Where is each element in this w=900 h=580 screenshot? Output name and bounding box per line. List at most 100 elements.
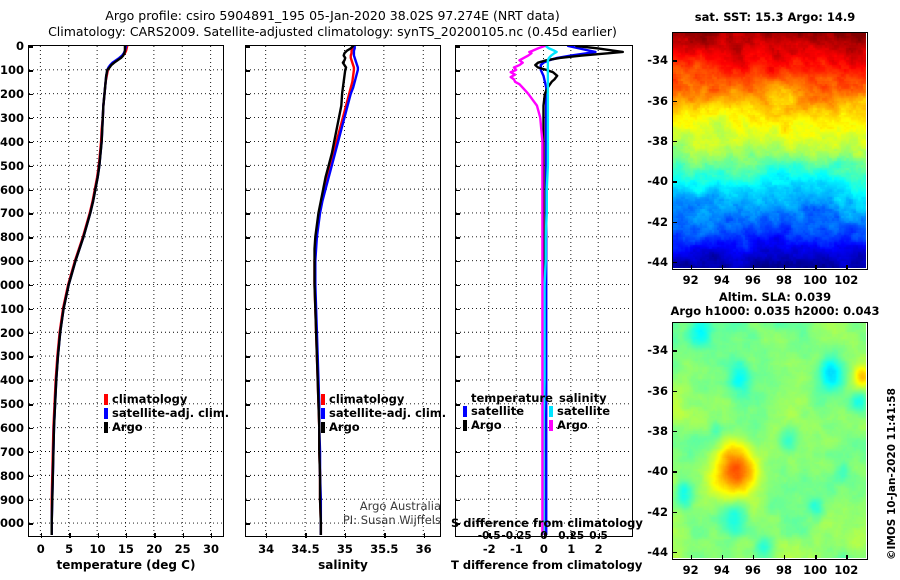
legend-label-climatology-salinity: climatology xyxy=(329,391,405,406)
difference-s-tick-label: 0.25 xyxy=(549,530,593,542)
sst-map-lon-tick-mark xyxy=(690,265,693,270)
salinity-depth-tick-mark xyxy=(245,94,250,96)
depth-tick-mark xyxy=(28,475,33,478)
sst-map xyxy=(672,32,868,270)
depth-tick-mark xyxy=(28,284,33,287)
legend-item-climatology-salinity: climatology xyxy=(321,392,446,406)
difference-depth-tick-mark xyxy=(455,404,460,406)
depth-tick-mark xyxy=(28,165,33,168)
difference-depth-tick-mark xyxy=(455,117,460,120)
difference-depth-tick-mark xyxy=(455,237,460,239)
depth-tick-mark xyxy=(28,380,33,382)
sla-map-lon-tick-mark xyxy=(752,555,755,560)
sst-map-lat-tick-label: -40 xyxy=(647,174,668,189)
legend-label-argo-salinity: Argo xyxy=(329,419,360,434)
figure-title-line2: Climatology: CARS2009. Satellite-adjuste… xyxy=(48,24,617,39)
depth-tick-mark xyxy=(28,428,33,430)
depth-tick-label: 1100 xyxy=(0,301,24,316)
sla-map-lat-tick-label: -44 xyxy=(647,544,668,559)
temperature-tick-label: 15 xyxy=(117,542,134,556)
difference-depth-tick-mark xyxy=(455,332,460,335)
legend-label-satellite-adj: satellite-adj. clim. xyxy=(112,405,230,420)
sst-map-image xyxy=(673,33,866,268)
sla-map-lon-tick-mark xyxy=(784,555,786,560)
sla-map-lat-tick-mark xyxy=(672,430,677,433)
sla-map-lon-tick-label: 96 xyxy=(744,563,761,577)
temperature-tick-mark xyxy=(154,533,156,538)
salinity-depth-tick-mark xyxy=(245,380,250,382)
depth-tick-mark xyxy=(28,308,33,311)
difference-t-tick-label: 2 xyxy=(594,542,603,556)
depth-tick-label: 1600 xyxy=(0,421,24,436)
sst-map-lat-tick-mark xyxy=(672,261,677,264)
legend-swatch-argo-salinity xyxy=(321,421,325,433)
salinity-depth-tick-mark xyxy=(245,475,250,478)
credit-org: Argo Australia xyxy=(359,499,441,513)
temperature-tick-label: 20 xyxy=(146,542,163,556)
depth-tick-mark xyxy=(28,237,33,239)
sst-map-lon-tick-label: 92 xyxy=(682,273,699,287)
sst-map-lon-tick-label: 98 xyxy=(775,273,792,287)
legend-item-temp-argo: Argo xyxy=(463,418,545,432)
depth-tick-label: 500 xyxy=(0,158,24,173)
temperature-tick-mark xyxy=(40,533,43,538)
salinity-depth-tick-mark xyxy=(245,308,250,311)
legend-swatch-satellite-adj xyxy=(104,407,108,419)
imos-watermark: ©IMOS 10-Jan-2020 11:41:58 xyxy=(886,388,900,572)
sla-map-lon-tick-label: 98 xyxy=(775,563,792,577)
difference-t-tick-label: 1 xyxy=(567,542,576,556)
difference-depth-tick-mark xyxy=(455,451,460,454)
depth-tick-mark xyxy=(28,117,33,120)
salinity-depth-tick-mark xyxy=(245,428,250,430)
difference-legend-temperature-col: temperature satellite Argo xyxy=(463,392,553,432)
salinity-depth-tick-mark xyxy=(245,499,250,501)
sst-map-lon-tick-mark xyxy=(784,265,786,270)
depth-tick-label: 1900 xyxy=(0,492,24,507)
legend-item-satellite-adj-salinity: satellite-adj. clim. xyxy=(321,406,446,420)
sla-map-lat-tick-mark xyxy=(672,511,677,513)
depth-tick-label: 700 xyxy=(0,206,24,221)
depth-tick-label: 1500 xyxy=(0,397,24,412)
salinity-depth-tick-mark xyxy=(245,117,250,120)
sla-map-lon-tick-mark xyxy=(815,555,817,560)
temperature-tick-mark xyxy=(211,533,213,538)
depth-tick-label: 1000 xyxy=(0,277,24,292)
sla-map-image xyxy=(673,323,866,558)
depth-tick-mark xyxy=(28,213,33,215)
salinity-depth-tick-mark xyxy=(245,356,250,358)
temperature-tick-label: 5 xyxy=(65,542,74,556)
depth-tick-label: 600 xyxy=(0,182,24,197)
depth-tick-label: 400 xyxy=(0,134,24,149)
legend-label-satellite-adj-salinity: satellite-adj. clim. xyxy=(329,405,447,420)
sla-map-lat-tick-label: -40 xyxy=(647,464,668,479)
salinity-depth-tick-mark xyxy=(245,451,250,454)
difference-depth-tick-mark xyxy=(455,523,460,525)
sst-map-lat-tick-mark xyxy=(672,221,677,223)
sla-map xyxy=(672,322,868,560)
temperature-tick-label: 30 xyxy=(203,542,220,556)
depth-tick-mark xyxy=(28,523,33,525)
sla-map-lon-tick-label: 94 xyxy=(713,563,730,577)
difference-t-tick-label: -2 xyxy=(482,542,496,556)
salinity-depth-tick-mark xyxy=(245,213,250,215)
difference-t-tick-mark xyxy=(543,533,546,538)
sla-map-lat-tick-mark xyxy=(672,551,677,554)
salinity-depth-tick-mark xyxy=(245,523,250,525)
salinity-tick-label: 35 xyxy=(336,542,353,556)
difference-legend-salinity-col: salinity satellite Argo xyxy=(549,392,629,432)
legend-swatch-salt-argo xyxy=(549,419,553,431)
depth-tick-mark xyxy=(28,189,33,191)
temperature-tick-label: 0 xyxy=(36,542,45,556)
difference-t-tick-mark xyxy=(516,533,518,538)
difference-depth-tick-mark xyxy=(455,94,460,96)
difference-depth-tick-mark xyxy=(455,165,460,168)
temperature-axis-label: temperature (deg C) xyxy=(56,558,196,572)
legend-label-argo: Argo xyxy=(112,419,143,434)
depth-tick-label: 1200 xyxy=(0,325,24,340)
difference-t-tick-label: 0 xyxy=(539,542,548,556)
depth-tick-label: 100 xyxy=(0,63,24,78)
difference-t-tick-mark xyxy=(489,533,491,538)
depth-tick-label: 1700 xyxy=(0,444,24,459)
sst-map-lat-tick-mark xyxy=(672,100,677,102)
difference-depth-tick-mark xyxy=(455,213,460,215)
